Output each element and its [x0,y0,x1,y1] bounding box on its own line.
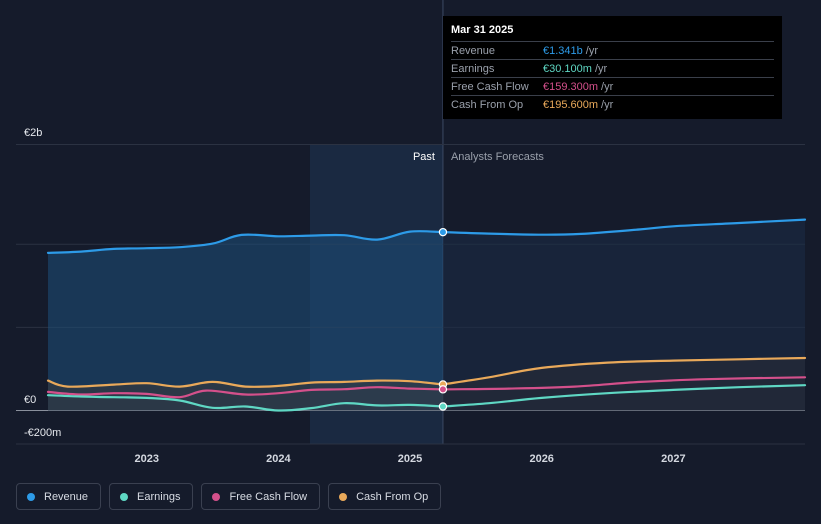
cfo-past-line [46,379,445,388]
x-tick-label: 2026 [529,453,553,465]
x-tick-label: 2024 [266,453,291,465]
chart-axis-labels: Past Analysts Forecasts €2b €0 -€200m 2023 2… [24,127,686,465]
past-section-label: Past [413,151,435,163]
legend-item-free-cash-flow[interactable]: Free Cash Flow [201,483,321,510]
chart-legend: Revenue Earnings Free Cash Flow Cash Fro… [16,483,442,510]
revenue-forecast-line [441,218,807,236]
legend-dot-icon [212,492,221,501]
legend-dot-icon [27,492,35,501]
tooltip-unit: /yr [601,80,614,93]
tooltip-unit: /yr [594,62,608,75]
revenue-past-area [48,231,443,411]
fcf-forecast-line [441,376,807,391]
tooltip-row-revenue: Revenue €1.341b /yr [451,41,774,59]
tooltip-row-free-cash-flow: Free Cash Flow €159.300m /yr [451,77,774,95]
legend-label: Earnings [137,490,181,503]
y-tick-label: €2b [24,127,42,139]
legend-item-revenue[interactable]: Revenue [16,483,102,510]
legend-dot-icon [339,492,348,501]
x-tick-label: 2025 [398,453,422,465]
tooltip-value: €1.341b [543,44,583,57]
tooltip-row-cash-from-op: Cash From Op €195.600m /yr [451,95,774,113]
chart-series-lines [46,218,807,412]
tooltip-label: Earnings [451,62,495,75]
forecast-section-label: Analysts Forecasts [451,151,544,163]
tooltip-label: Revenue [451,44,496,57]
x-tick-label: 2027 [661,453,685,465]
tooltip-value: €195.600m [543,98,599,111]
legend-label: Free Cash Flow [229,490,308,503]
tooltip-row-earnings: Earnings €30.100m /yr [451,59,774,77]
x-tick-label: 2023 [134,453,158,465]
legend-item-cash-from-op[interactable]: Cash From Op [328,483,442,510]
y-tick-label: -€200m [24,427,61,439]
tooltip-unit: /yr [601,98,614,111]
tooltip-unit: /yr [585,44,598,57]
earnings-past-line [46,394,445,412]
fcf-past-line [46,386,445,399]
tooltip-value: €30.100m [543,62,592,75]
revenue-forecast-area [442,219,805,411]
cfo-forecast-area [442,358,805,411]
tooltip-value: €159.300m [543,80,599,93]
y-tick-label: €0 [24,394,36,406]
chart-markers [438,227,448,411]
legend-dot-icon [120,492,129,501]
earnings-marker [438,402,448,411]
cfo-forecast-line [441,356,807,386]
earnings-forecast-line [441,384,807,408]
fcf-marker [438,385,448,394]
revenue-marker [438,227,448,237]
tooltip-date: Mar 31 2025 [451,24,514,36]
tooltip-label: Free Cash Flow [451,80,529,93]
legend-label: Revenue [44,490,89,503]
data-tooltip: Mar 31 2025 Revenue €1.341b /yr Earnings… [443,16,782,119]
tooltip-label: Cash From Op [451,98,524,111]
legend-item-earnings[interactable]: Earnings [109,483,194,510]
revenue-past-line [46,230,445,254]
legend-label: Cash From Op [356,490,429,503]
